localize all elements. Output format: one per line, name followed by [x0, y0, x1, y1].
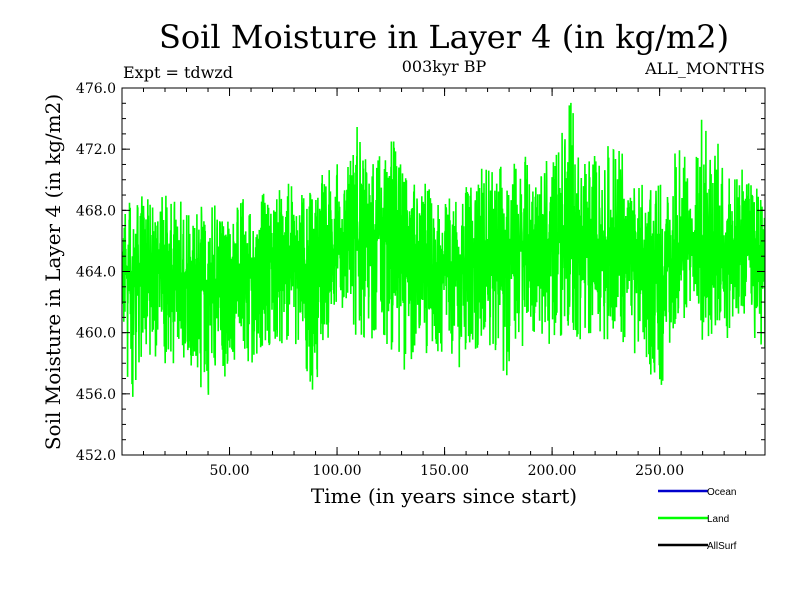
- y-axis-label: Soil Moisture in Layer 4 (in kg/m2): [41, 94, 65, 450]
- x-tick-label: 200.00: [528, 463, 577, 479]
- series-line-land: [122, 102, 765, 397]
- legend-label-land: Land: [707, 514, 729, 525]
- x-tick-label: 250.00: [635, 463, 684, 479]
- legend: Ocean Land AllSurf: [658, 487, 737, 552]
- x-tick-label: 50.00: [209, 463, 249, 479]
- chart-title: Soil Moisture in Layer 4 (in kg/m2): [159, 18, 729, 56]
- y-tick-label: 460.0: [76, 326, 116, 342]
- x-tick-label: 150.00: [420, 463, 469, 479]
- y-tick-label: 468.0: [76, 203, 116, 219]
- x-axis-label: Time (in years since start): [311, 484, 577, 508]
- series-layer: [122, 102, 765, 397]
- period-label: 003kyr BP: [402, 57, 487, 76]
- legend-label-allsurf: AllSurf: [707, 541, 737, 552]
- y-tick-label: 464.0: [76, 265, 116, 281]
- y-tick-label: 476.0: [76, 81, 116, 97]
- y-tick-label: 452.0: [76, 448, 116, 464]
- ticks-layer: 452.0 456.0 460.0 464.0 468.0 472.0 476.0 50.00…: [76, 81, 765, 479]
- months-label: ALL_MONTHS: [644, 59, 765, 78]
- y-tick-label: 456.0: [76, 387, 116, 403]
- legend-label-ocean: Ocean: [707, 487, 736, 498]
- y-tick-label: 472.0: [76, 142, 116, 158]
- x-tick-label: 100.00: [313, 463, 362, 479]
- experiment-label: Expt = tdwzd: [123, 63, 233, 82]
